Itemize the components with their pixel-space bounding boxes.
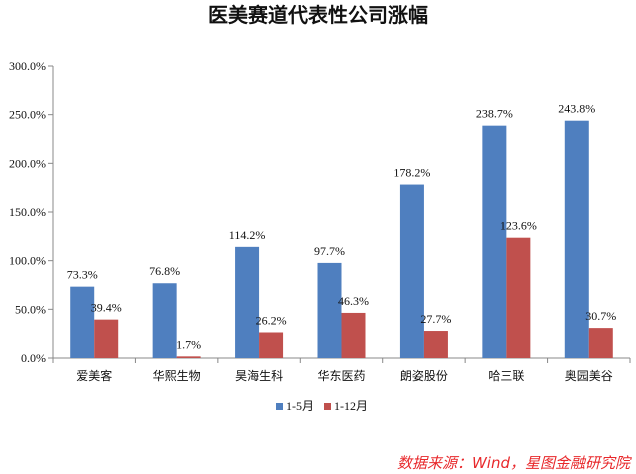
bar xyxy=(482,125,507,358)
data-label: 178.2% xyxy=(393,166,430,180)
y-tick-label: 150.0% xyxy=(9,205,46,219)
data-label: 46.3% xyxy=(338,294,369,308)
y-tick-label: 300.0% xyxy=(9,59,46,73)
bar xyxy=(70,286,95,358)
bar xyxy=(317,262,342,358)
chart-title: 医美赛道代表性公司涨幅 xyxy=(208,3,428,27)
bar xyxy=(176,356,201,358)
bar xyxy=(564,120,589,359)
legend-label: 1-12月 xyxy=(334,399,368,413)
source-note: 数据来源：Wind，星图金融研究院 xyxy=(397,454,632,472)
bar xyxy=(423,331,448,358)
x-tick-label: 华熙生物 xyxy=(153,369,201,383)
x-axis: 爱美客 华熙生物 昊海生科 华东医药 朗姿股份 哈三联 奥园美谷 xyxy=(52,357,631,383)
x-tick-label: 奥园美谷 xyxy=(565,369,613,383)
data-label: 76.8% xyxy=(149,264,180,278)
data-label: 27.7% xyxy=(420,312,451,326)
data-label: 114.2% xyxy=(229,228,266,242)
data-label: 123.6% xyxy=(500,219,537,233)
bar xyxy=(588,328,613,358)
legend: 1-5月 1-12月 xyxy=(276,399,368,413)
bar xyxy=(94,319,119,358)
x-tick-label: 哈三联 xyxy=(488,369,524,383)
bars xyxy=(70,120,613,359)
y-tick-label: 200.0% xyxy=(9,156,46,170)
data-labels: 73.3% 39.4% 76.8% 1.7% 114.2% 26.2% 97.7% 46.3%… xyxy=(67,102,617,352)
data-label: 30.7% xyxy=(585,309,616,323)
bar xyxy=(259,332,284,358)
x-tick-label: 爱美客 xyxy=(76,368,112,383)
data-label: 73.3% xyxy=(67,268,98,282)
legend-swatch xyxy=(324,403,331,410)
y-tick-label: 250.0% xyxy=(9,108,46,122)
y-tick-label: 100.0% xyxy=(9,254,46,268)
x-tick-label: 昊海生科 xyxy=(235,368,283,383)
data-label: 97.7% xyxy=(314,244,345,258)
x-tick-label: 朗姿股份 xyxy=(400,369,448,383)
data-label: 243.8% xyxy=(558,102,595,116)
bar xyxy=(399,184,424,358)
bar xyxy=(341,312,366,358)
data-label: 39.4% xyxy=(91,301,122,315)
legend-label: 1-5月 xyxy=(286,399,314,413)
bar xyxy=(506,237,531,358)
y-tick-label: 50.0% xyxy=(15,302,46,316)
data-label: 1.7% xyxy=(176,337,201,351)
bar xyxy=(235,246,260,358)
y-tick-label: 0.0% xyxy=(21,351,46,365)
data-label: 238.7% xyxy=(476,107,513,121)
legend-swatch xyxy=(276,403,283,410)
data-label: 26.2% xyxy=(256,313,287,327)
x-tick-label: 华东医药 xyxy=(317,369,365,383)
y-axis: 0.0% 50.0% 100.0% 150.0% 200.0% 250.0% 300.0% xyxy=(9,59,54,365)
bar xyxy=(152,283,177,358)
